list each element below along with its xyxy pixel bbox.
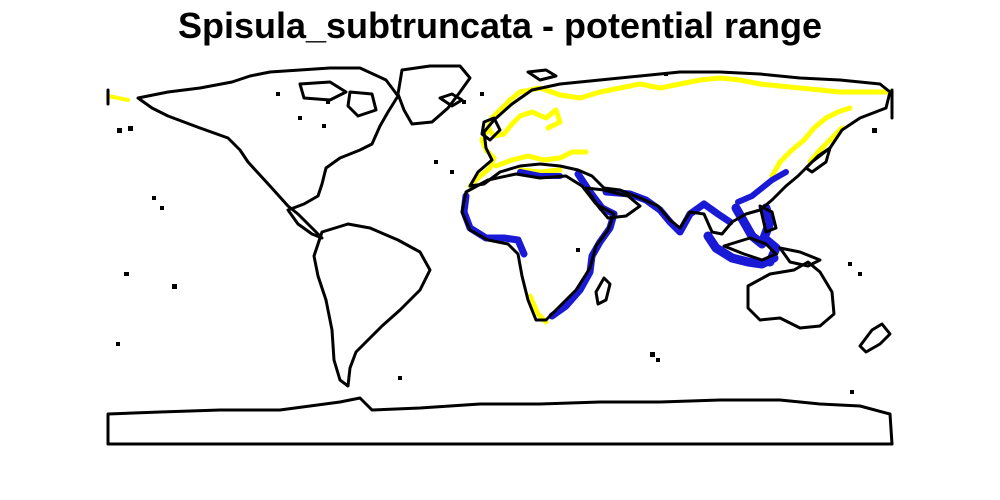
coastline-layer (106, 64, 894, 446)
blue-range-china-coast (735, 169, 789, 205)
island-dot (650, 352, 655, 357)
south-america-outline (312, 222, 432, 388)
yellow-range-iceland (106, 94, 130, 102)
arabia-outline (584, 186, 642, 220)
island-dot (848, 262, 852, 266)
island-dot (298, 116, 302, 120)
yellow-range-w-europe (467, 125, 497, 189)
island-dot (322, 124, 326, 128)
british-isles-outline (480, 116, 502, 142)
island-dot (664, 72, 668, 76)
island-dot (276, 92, 280, 96)
island-dot (434, 160, 438, 164)
island-dot (172, 284, 177, 289)
island-dot (462, 100, 466, 104)
blue-range-west-africa (460, 192, 528, 258)
blue-range-east-africa (548, 170, 618, 320)
island-dot (124, 272, 129, 276)
blue-range-south-asia (602, 188, 734, 236)
island-dot (656, 358, 660, 362)
japan-outline (804, 146, 832, 174)
antarctica-outline (106, 396, 894, 446)
madagascar-outline (594, 276, 612, 306)
arctic-islands-outline (298, 80, 378, 118)
australia-outline (746, 260, 836, 330)
yellow-range-arctic (517, 75, 893, 101)
island-dot (398, 376, 402, 380)
map-title: Spisula_subtruncata - potential range (177, 5, 823, 46)
new-zealand-outline (858, 322, 892, 354)
greenland-outline (396, 64, 472, 126)
north-america-outline (136, 66, 400, 240)
island-dot (326, 100, 330, 104)
indonesia-outline (722, 204, 822, 268)
island-dot (116, 342, 120, 346)
africa-outline (460, 172, 616, 322)
island-dot (117, 128, 122, 133)
yellow-range-scandinavia (485, 89, 563, 139)
island-dot (450, 170, 454, 174)
small-islands-layer (116, 72, 877, 394)
range-layer-yellow (106, 75, 893, 325)
island-dot (160, 206, 164, 210)
island-dot (858, 272, 862, 276)
eurasia-outline (468, 70, 892, 236)
island-dot (872, 128, 877, 133)
island-dot (128, 126, 133, 131)
island-dot (480, 92, 484, 96)
island-dot (576, 248, 580, 252)
svalbard-outline (526, 68, 558, 82)
island-dot (152, 196, 156, 200)
yellow-range-east-asia (769, 105, 853, 179)
island-dot (850, 390, 854, 394)
